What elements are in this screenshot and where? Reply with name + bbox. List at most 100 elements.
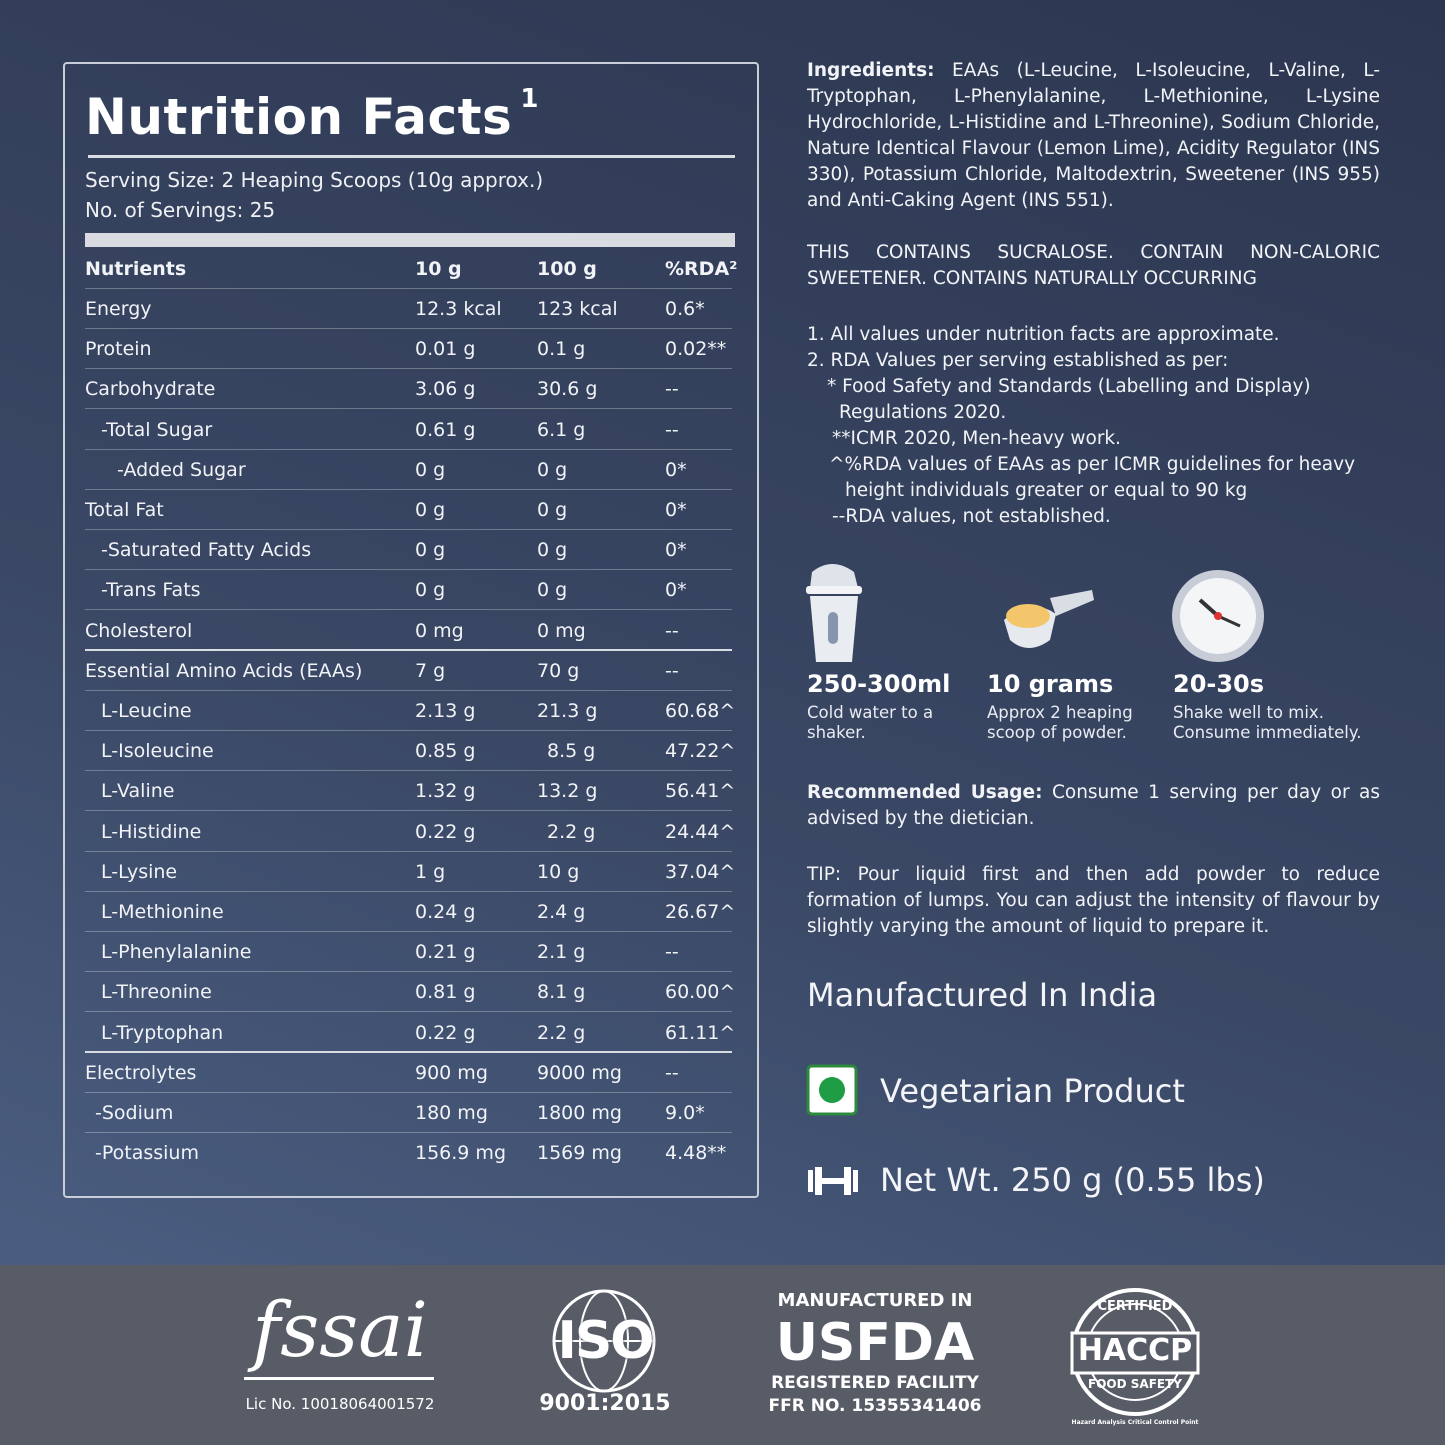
nutrient-name: L-Isoleucine [101,740,214,763]
fssai-license: Lic No. 10018064001572 [245,1395,435,1413]
certifications: fssai Lic No. 10018064001572 ISO 9001:20… [0,1265,1445,1445]
nutrient-value: 26.67^ [665,901,736,923]
nutrient-value: -- [665,1061,679,1084]
nutrient-name: Cholesterol [85,619,193,642]
nutrient-value: 0.81 g [415,981,476,1004]
note: 1. All values under nutrition facts are … [807,324,1280,345]
title-text: Nutrition Facts [85,88,513,146]
nutrient-value: 47.22^ [665,740,736,763]
step-text: Cold water to a shaker. [807,703,934,742]
nutrient-name: -Total Sugar [101,418,213,441]
nutrient-value: 0.02** [665,338,727,361]
usfda-sub: REGISTERED FACILITY [771,1373,979,1393]
haccp-sub: FOOD SAFETY [1088,1377,1182,1391]
nutrient-value: 0.61 g [415,418,476,441]
nutrient-value: 9.0* [665,1102,705,1124]
nutrition-row: Essential Amino Acids (EAAs) 7 g 70 g -- [85,651,732,691]
nutrient-value: 0 g [415,539,446,562]
nutrition-row: -Added Sugar 0 g 0 g 0* [85,450,732,490]
nutrient-value: 6.1 g [537,418,586,441]
nutrition-row: L-Methionine 0.24 g 2.4 g 26.67^ [85,892,736,932]
serving-size: Serving Size: 2 Heaping Scoops (10g appr… [85,168,544,192]
nutrient-name: -Potassium [95,1142,199,1165]
nutrient-value: 180 mg [415,1102,488,1124]
haccp-badge [1070,1288,1200,1416]
step-text: Approx 2 heaping scoop of powder. [987,703,1133,742]
nutrient-value: 0* [665,458,687,481]
ingredients: Ingredients: EAAs (L-Leucine, L-Isoleuci… [807,58,1380,214]
nutrient-value: 8.1 g [537,981,586,1004]
note: 2. RDA Values per serving established as… [807,350,1229,371]
nutrient-value: 0* [665,579,687,602]
nutrient-value: 0 g [415,579,446,602]
nutrient-name: L-Histidine [101,820,202,843]
haccp: HACCP [1077,1333,1193,1368]
note: **ICMR 2020, Men-heavy work. [832,428,1122,449]
nutrient-name: Essential Amino Acids (EAAs) [85,659,363,682]
nutrient-value: 0.22 g [415,1021,476,1044]
note: ^%RDA values of EAAs as per ICMR guideli… [829,454,1356,501]
scoop-icon [1004,590,1094,648]
title-note: 1 [520,84,539,114]
nutrient-value: 0.01 g [415,338,476,361]
usage: Recommended Usage: Consume 1 serving per… [807,780,1380,832]
nutrient-value: 2.1 g [537,941,586,964]
nutrient-value: 1.32 g [415,780,476,803]
nutrient-value: -- [665,941,679,964]
header-cell: %RDA² [665,258,738,280]
nutrition-row: L-Leucine 2.13 g 21.3 g 60.68^ [85,691,735,731]
table-header: Nutrients 10 g 100 g %RDA² [85,252,737,289]
header-cell: Nutrients [85,258,187,280]
nutrient-name: Energy [85,298,152,320]
nutrient-value: 37.04^ [665,860,736,883]
shaker-icon [806,564,862,662]
nutrient-name: -Added Sugar [117,458,246,481]
nutrition-row: Total Fat 0 g 0 g 0* [85,490,732,530]
nutrient-value: 1569 mg [537,1142,622,1165]
nutrient-value: 900 mg [415,1061,488,1084]
nutrition-row: -Saturated Fatty Acids 0 g 0 g 0* [85,530,732,571]
usage-label: Recommended Usage: [807,782,1043,803]
nutrient-value: 156.9 mg [415,1142,507,1165]
nutrition-row: L-Lysine 1 g 10 g 37.04^ [85,852,736,892]
nutrient-value: 7 g [415,659,446,682]
nutrient-value: 2.2 g [537,1021,586,1044]
nutrient-value: 24.44^ [665,820,736,843]
nutrient-value: 0 g [415,499,446,521]
header-cell: 100 g [537,258,597,280]
step-value: 20-30s [1173,670,1265,698]
nutrient-value: 0 g [537,458,568,481]
veg-icon [806,1064,858,1116]
nutrient-name: L-Methionine [101,901,224,923]
iso-text: ISO [557,1311,654,1371]
nutrient-value: 0 g [415,458,446,481]
nutrient-value: 4.48** [665,1142,727,1165]
note: --RDA values, not established. [832,506,1111,527]
nutrient-value: 2.13 g [415,700,476,722]
step-value: 10 grams [987,670,1114,698]
weight-icon [808,1167,858,1195]
nutrition-row: Protein 0.01 g 0.1 g 0.02** [85,329,732,370]
net-weight: Net Wt. 250 g (0.55 lbs) [880,1161,1265,1199]
nutrition-row: L-Threonine 0.81 g 8.1 g 60.00^ [85,972,735,1013]
nutrient-value: 12.3 kcal [415,298,502,320]
nutrition-row: L-Phenylalanine 0.21 g 2.1 g -- [85,932,732,973]
nutrient-value: 0 mg [415,619,464,642]
nutrition-row: L-Tryptophan 0.22 g 2.2 g 61.11^ [85,1013,735,1053]
nutrient-value: 10 g [537,860,580,883]
notice: THIS CONTAINS SUCRALOSE. CONTAIN NON-CAL… [807,242,1380,289]
nutrient-value: 0 g [537,579,568,602]
iso-number: 9001:2015 [539,1391,671,1416]
nutrition-box [63,62,759,1198]
nutrition-row: Cholesterol 0 mg 0 mg -- [85,611,732,651]
nutrient-name: Carbohydrate [85,378,216,401]
nutrition-row: -Trans Fats 0 g 0 g 0* [85,570,732,611]
nutrient-value: -- [665,659,679,682]
haccp-ring: Hazard Analysis Critical Control Point [1071,1419,1199,1426]
notes: 1. All values under nutrition facts are … [807,322,1387,530]
step-text: Shake well to mix. Consume immediately. [1173,703,1362,742]
nutrient-name: L-Threonine [101,981,212,1004]
nutrient-value: 21.3 g [537,700,598,722]
nutrient-value: 1800 mg [537,1102,622,1124]
nutrient-name: -Trans Fats [101,579,201,602]
